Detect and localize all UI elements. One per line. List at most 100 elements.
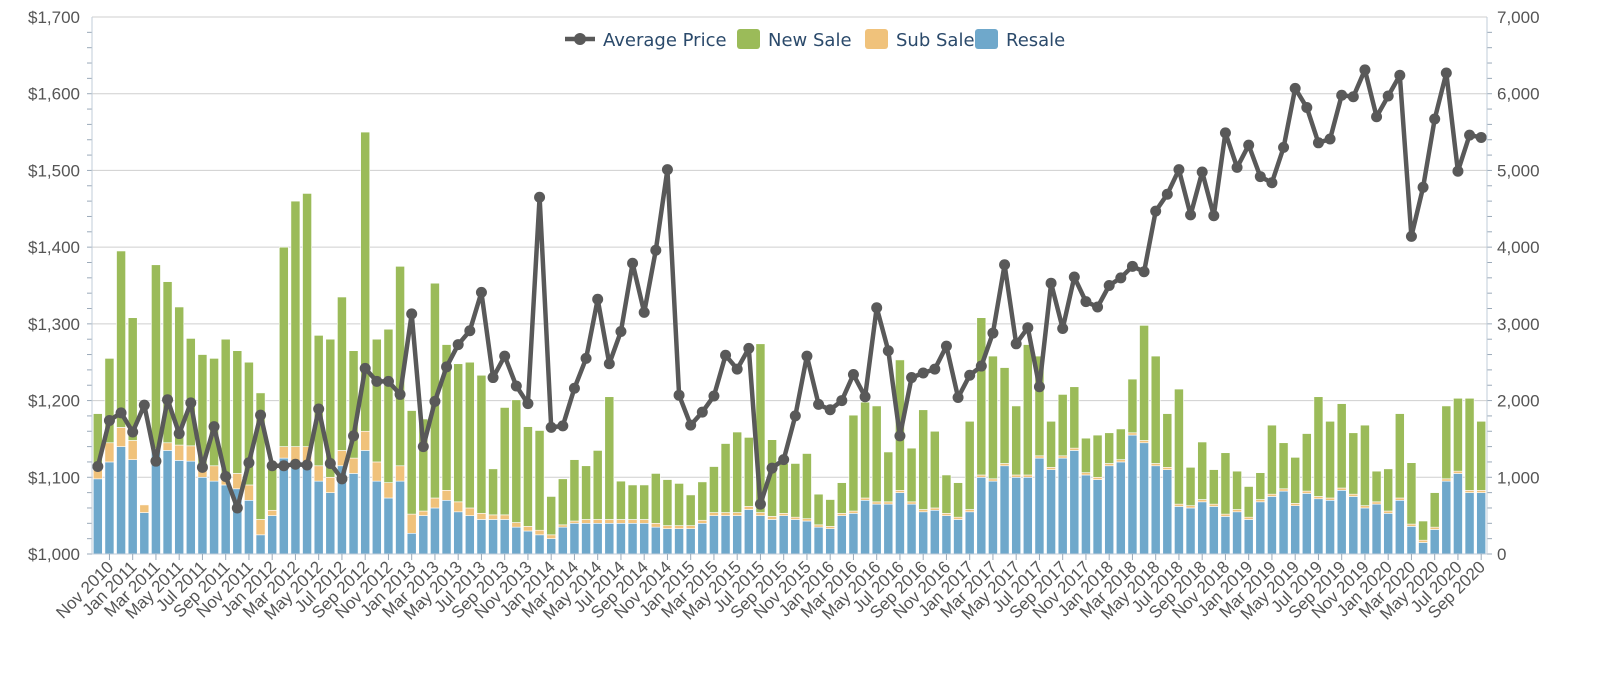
bar-resale xyxy=(825,528,836,555)
bar-resale xyxy=(848,513,859,555)
bar-resale xyxy=(662,528,673,555)
bar-new-sale xyxy=(557,478,568,526)
bar-resale xyxy=(1464,492,1475,555)
y-left-tick-label: $1,200 xyxy=(28,392,80,411)
bar-resale xyxy=(267,515,278,555)
bar-sub-sale xyxy=(929,507,940,511)
average-price-point xyxy=(1405,230,1417,242)
average-price-point xyxy=(452,339,464,351)
bar-resale xyxy=(1441,480,1452,555)
average-price-point xyxy=(778,454,790,466)
bar-resale xyxy=(418,515,429,555)
average-price-point xyxy=(1382,90,1394,102)
bar-sub-sale xyxy=(557,524,568,528)
bar-new-sale xyxy=(697,481,708,521)
bar-resale xyxy=(406,532,417,555)
bar-sub-sale xyxy=(278,446,289,459)
bar-resale xyxy=(604,523,615,555)
average-price-point xyxy=(324,457,336,469)
bar-sub-sale xyxy=(371,461,382,482)
bar-resale xyxy=(395,480,405,555)
average-price-point xyxy=(1010,338,1022,350)
average-price-point xyxy=(1173,164,1185,176)
bar-new-sale xyxy=(441,344,452,491)
bar-new-sale xyxy=(1185,467,1196,506)
bar-sub-sale xyxy=(511,522,522,528)
bar-resale xyxy=(92,478,103,555)
average-price-point xyxy=(1475,131,1487,143)
average-price-point xyxy=(255,409,267,421)
average-price-point xyxy=(1243,139,1255,151)
bar-new-sale xyxy=(871,405,882,503)
average-price-point xyxy=(824,404,836,416)
bar-resale xyxy=(523,530,533,555)
bar-sub-sale xyxy=(895,490,905,493)
bar-resale xyxy=(464,515,475,555)
average-price-point xyxy=(1429,113,1441,125)
average-price-point xyxy=(929,363,941,375)
bar-new-sale xyxy=(1232,470,1242,510)
average-price-point xyxy=(150,455,162,467)
bar-resale xyxy=(1429,529,1440,555)
bar-resale xyxy=(1325,499,1335,555)
bar-sub-sale xyxy=(732,512,743,516)
bar-resale xyxy=(813,526,824,555)
bar-sub-sale xyxy=(1174,503,1184,507)
bar-sub-sale xyxy=(592,519,603,524)
average-price-point xyxy=(1347,91,1359,103)
bar-new-sale xyxy=(802,453,812,520)
bar-new-sale xyxy=(523,426,533,527)
bar-new-sale xyxy=(778,463,789,514)
legend-item-new-sale[interactable]: New Sale xyxy=(737,29,852,51)
bar-new-sale xyxy=(1034,355,1045,457)
average-price-point xyxy=(615,326,627,338)
bar-sub-sale xyxy=(720,512,731,516)
bar-sub-sale xyxy=(1360,505,1370,509)
bar-resale xyxy=(871,503,882,555)
bar-sub-sale xyxy=(999,463,1010,467)
bar-resale xyxy=(860,499,870,555)
legend-item-sub-sale[interactable]: Sub Sale xyxy=(865,29,975,51)
bar-sub-sale xyxy=(1011,474,1022,478)
y-right-tick-label: 3,000 xyxy=(1497,315,1540,334)
average-price-point xyxy=(534,191,546,203)
bar-resale xyxy=(197,476,208,555)
bar-resale xyxy=(953,519,963,555)
average-price-point xyxy=(1150,205,1162,217)
bar-new-sale xyxy=(290,200,301,447)
bar-sub-sale xyxy=(802,518,812,522)
bar-sub-sale xyxy=(685,525,696,529)
average-price-point xyxy=(1185,209,1197,221)
bar-resale xyxy=(732,515,743,555)
legend-item-resale[interactable]: Resale xyxy=(975,29,1065,51)
bar-resale xyxy=(1046,469,1056,555)
bar-sub-sale xyxy=(1418,539,1428,543)
bar-new-sale xyxy=(278,246,289,447)
bar-sub-sale xyxy=(1267,493,1277,497)
bar-resale xyxy=(325,492,336,555)
bar-sub-sale xyxy=(313,465,324,482)
bar-resale xyxy=(1418,542,1428,555)
bar-sub-sale xyxy=(1232,509,1242,513)
bar-resale xyxy=(1197,501,1208,555)
bar-new-sale xyxy=(918,409,929,510)
bar-resale xyxy=(1232,511,1242,555)
bar-new-sale xyxy=(1139,325,1149,441)
y-left-tick-label: $1,700 xyxy=(28,8,80,27)
average-price-point xyxy=(162,394,174,406)
bar-new-sale xyxy=(1127,378,1138,434)
average-price-point xyxy=(243,457,255,469)
average-price-point xyxy=(487,372,499,384)
average-price-point xyxy=(847,368,859,380)
legend[interactable]: Average Price New Sale Sub Sale Resale xyxy=(565,29,1065,51)
bar-sub-sale xyxy=(871,501,882,505)
average-price-point xyxy=(661,164,673,176)
legend-item-average-price[interactable]: Average Price xyxy=(565,30,727,51)
bar-resale xyxy=(476,519,487,555)
bar-new-sale xyxy=(1371,470,1382,503)
bar-resale xyxy=(313,480,324,555)
bar-resale xyxy=(1267,496,1277,555)
bar-new-sale xyxy=(1081,437,1091,473)
average-price-point xyxy=(382,375,394,387)
bar-resale xyxy=(906,503,917,555)
